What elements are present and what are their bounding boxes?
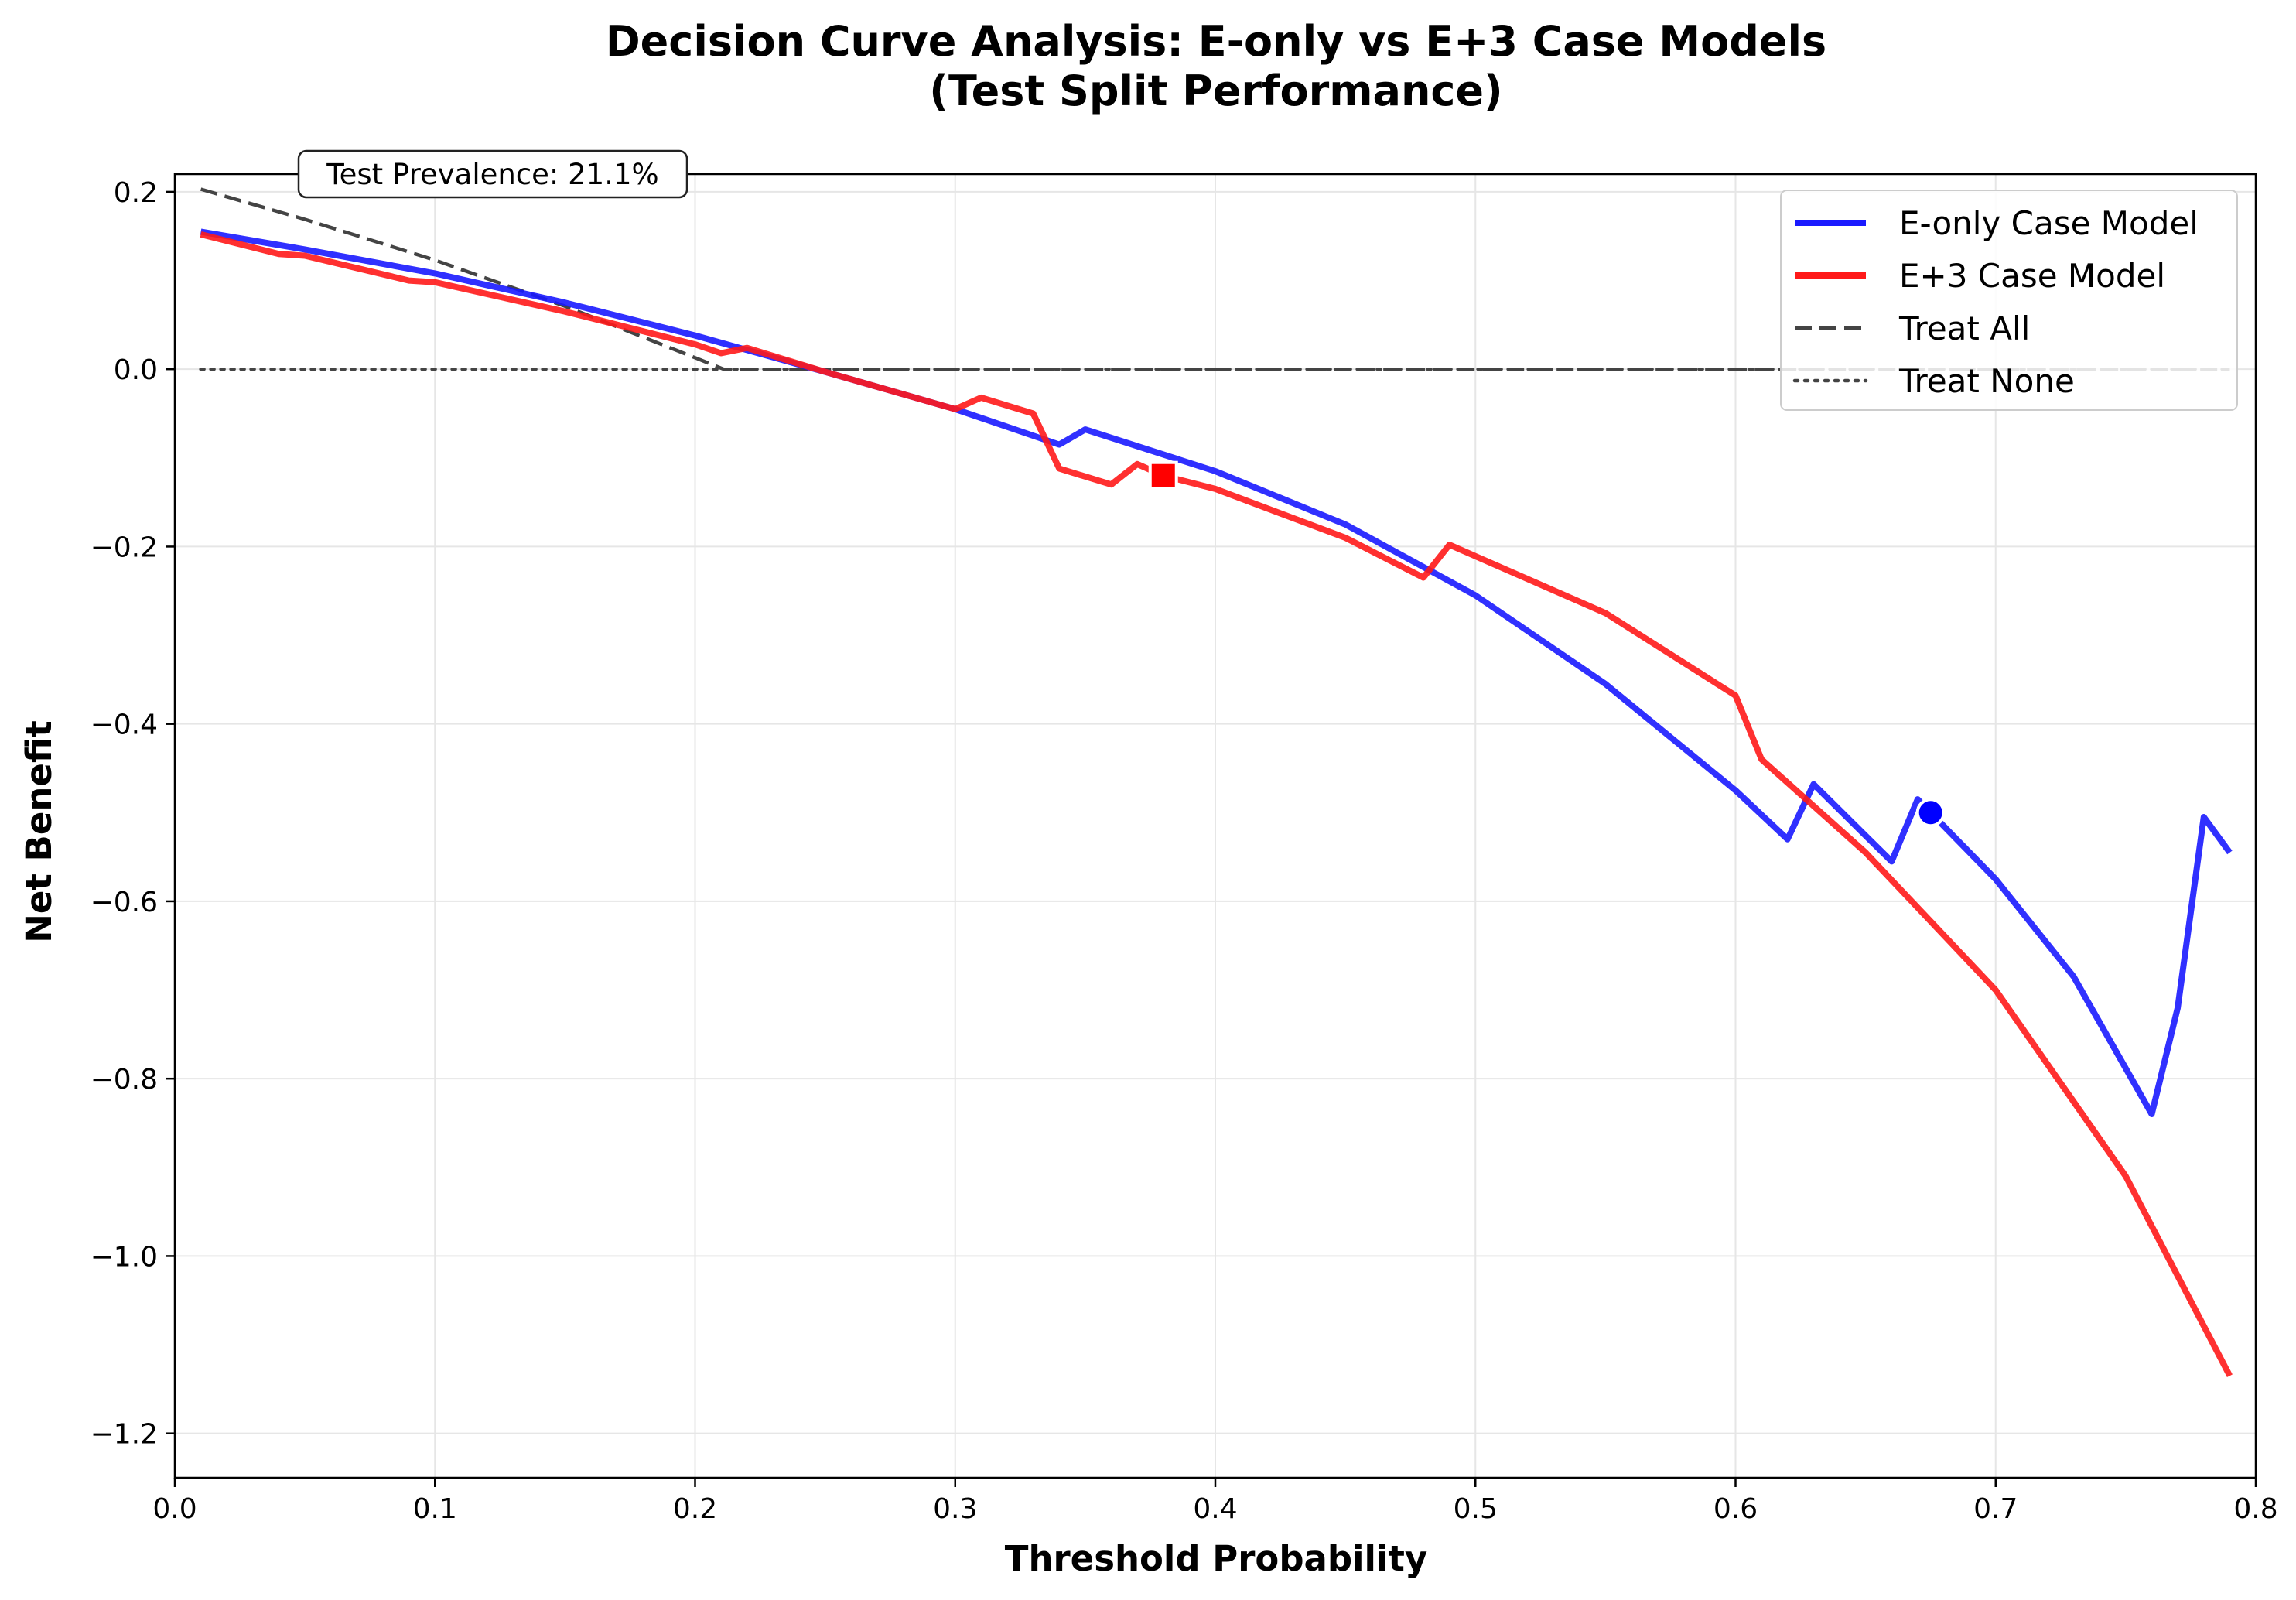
legend-box bbox=[1780, 190, 2238, 411]
annotation-box bbox=[297, 149, 688, 199]
y-tick-label: −0.4 bbox=[91, 709, 158, 741]
x-tick-label: 0.0 bbox=[152, 1493, 196, 1525]
plot-markers bbox=[1148, 460, 1946, 828]
x-tick-label: 0.7 bbox=[1973, 1493, 2018, 1525]
series-line-e-3-case-model bbox=[200, 231, 2233, 1378]
y-ticks: 0.2 0.0 −0.2 −0.4 −0.6 −0.8 −1.0 −1.2 bbox=[91, 177, 175, 1451]
y-tick-label: −0.8 bbox=[91, 1064, 158, 1096]
x-tick-label: 0.3 bbox=[933, 1493, 977, 1525]
best-threshold-circle-marker bbox=[1915, 798, 1946, 828]
y-tick-label: 0.2 bbox=[114, 177, 158, 209]
y-tick-label: 0.0 bbox=[114, 354, 158, 386]
x-tick-label: 0.6 bbox=[1713, 1493, 1758, 1525]
best-threshold-square-marker bbox=[1148, 460, 1178, 491]
y-tick-label: −1.2 bbox=[91, 1419, 158, 1451]
x-tick-label: 0.4 bbox=[1193, 1493, 1237, 1525]
y-tick-label: −0.6 bbox=[91, 887, 158, 918]
x-tick-label: 0.1 bbox=[413, 1493, 457, 1525]
x-tick-label: 0.2 bbox=[673, 1493, 717, 1525]
x-tick-label: 0.8 bbox=[2233, 1493, 2277, 1525]
y-axis-label: Net Benefit bbox=[19, 720, 60, 943]
chart-title: Decision Curve Analysis: E-only vs E+3 C… bbox=[606, 17, 1826, 66]
y-tick-label: −1.0 bbox=[91, 1241, 158, 1273]
legend-label: Treat All bbox=[1898, 309, 2030, 347]
legend: E-only Case Model E+3 Case Model Treat All… bbox=[1780, 190, 2238, 411]
prevalence-annotation: Test Prevalence: 21.1% bbox=[297, 149, 688, 199]
x-axis-label: Threshold Probability bbox=[1005, 1538, 1427, 1579]
x-ticks: 0.0 0.1 0.2 0.3 0.4 0.5 0.6 0.7 0.8 bbox=[152, 1478, 2278, 1525]
legend-label: Treat None bbox=[1898, 362, 2075, 400]
x-tick-label: 0.5 bbox=[1454, 1493, 1498, 1525]
y-tick-label: −0.2 bbox=[91, 532, 158, 563]
series-line-treat-all bbox=[200, 187, 2230, 371]
annotation-text: Test Prevalence: 21.1% bbox=[326, 158, 658, 191]
series-line-e-only-case-model bbox=[200, 228, 2233, 1117]
chart-subtitle: (Test Split Performance) bbox=[929, 67, 1502, 115]
legend-label: E+3 Case Model bbox=[1899, 257, 2165, 295]
legend-label: E-only Case Model bbox=[1899, 204, 2199, 242]
